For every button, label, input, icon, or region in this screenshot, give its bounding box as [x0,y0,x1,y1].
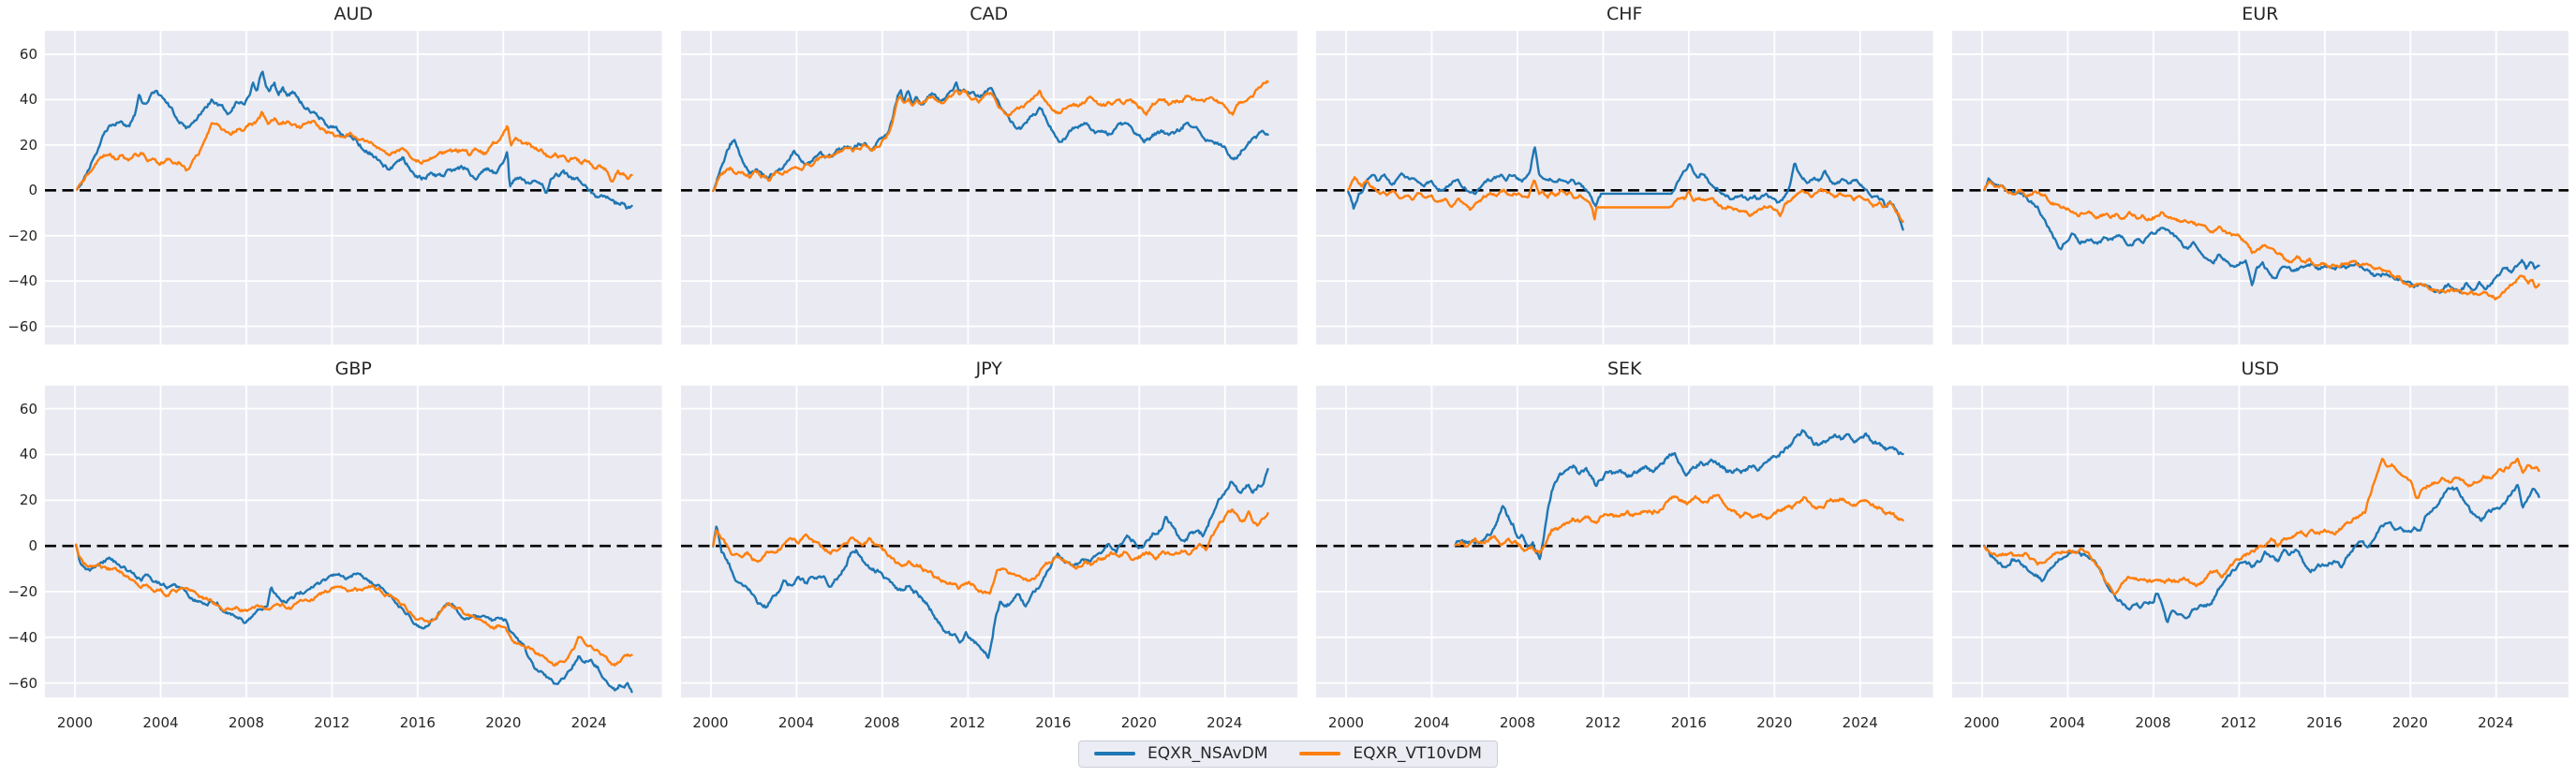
y-axis-tick-label: 60 [19,45,37,63]
legend: EQXR_NSAvDM EQXR_VT10vDM [1078,740,1498,768]
x-axis-tick-label: 2012 [314,714,350,731]
x-axis-tick-label: 2004 [777,714,815,731]
plot-background [680,31,1297,345]
x-axis-tick-label: 2020 [485,714,522,731]
x-axis-tick-label: 2024 [570,714,607,731]
legend-label: EQXR_NSAvDM [1147,744,1268,763]
x-axis-tick-label: 2020 [2391,714,2428,731]
plot-background [1951,386,2569,697]
plot-background [1316,31,1933,345]
x-axis-tick-label: 2012 [1585,714,1621,731]
chart-title-chf: CHF [1606,4,1643,24]
x-axis-tick-label: 2000 [1963,714,2000,731]
legend-label: EQXR_VT10vDM [1353,744,1482,763]
x-axis-tick-label: 2004 [2049,714,2086,731]
x-axis-tick-label: 2000 [56,714,94,731]
series-line-eqxr_vt10vdm [1454,493,1904,555]
series-line-eqxr_nsavdm [1454,429,1904,561]
y-axis-tick-label: −60 [7,674,37,692]
y-axis-tick-label: 40 [19,91,37,109]
series-line-eqxr_vt10vdm [711,80,1269,192]
x-axis-tick-label: 2024 [1207,714,1243,731]
x-axis-tick-label: 2012 [949,714,985,731]
y-axis-tick-label: −40 [7,628,37,646]
series-line-eqxr_vt10vdm [1982,457,2540,595]
plot-background [1316,386,1933,697]
y-axis-tick-label: 40 [19,446,37,463]
series-line-eqxr_vt10vdm [711,508,1269,595]
x-axis-tick-label: 2020 [1756,714,1793,731]
x-axis-tick-label: 2008 [864,714,900,731]
series-line-eqxr_nsavdm [1982,177,2540,294]
chart-title-gbp: GBP [334,359,372,379]
chart-title-jpy: JPY [975,359,1002,379]
x-axis-tick-label: 2008 [1499,714,1536,731]
y-axis-tick-label: 20 [19,136,37,154]
legend-line-swatch [1094,752,1136,755]
chart-title-eur: EUR [2242,4,2279,24]
series-line-eqxr_nsavdm [711,467,1269,659]
plot-area-usd [1951,386,2569,697]
y-axis-tick-label: 0 [28,537,37,555]
series-line-eqxr_nsavdm [75,544,633,694]
y-axis-tick-label: −20 [7,227,37,244]
y-axis-tick-label: 20 [19,491,37,509]
legend-item-eqxr_nsavdm: EQXR_NSAvDM [1094,744,1267,763]
x-axis-tick-label: 2024 [1842,714,1878,731]
series-line-eqxr_vt10vdm [75,543,633,667]
plot-background [45,31,662,345]
chart-title-aud: AUD [333,4,374,24]
x-axis-tick-label: 2016 [1670,714,1707,731]
x-axis-tick-label: 2004 [142,714,179,731]
x-axis-tick-label: 2008 [228,714,265,731]
series-line-eqxr_vt10vdm [76,110,633,191]
y-axis-tick-label: −40 [7,272,37,290]
series-line-eqxr_vt10vdm [1347,176,1904,224]
y-axis-tick-label: −20 [7,582,37,600]
plot-area-eur [1951,31,2569,345]
x-axis-tick-label: 2016 [2306,714,2343,731]
y-axis-tick-label: −60 [7,317,37,335]
legend-item-eqxr_vt10vdm: EQXR_VT10vDM [1299,744,1482,763]
legend-line-swatch [1299,752,1341,755]
plot-background [680,386,1297,697]
plot-area-cad [680,31,1297,345]
plot-area-sek [1316,386,1933,697]
x-axis-tick-label: 2000 [692,714,729,731]
x-axis-tick-label: 2024 [2478,714,2514,731]
series-line-eqxr_nsavdm [76,70,633,210]
plot-area-chf [1316,31,1933,345]
x-axis-tick-label: 2000 [1327,714,1365,731]
plot-area-jpy [680,386,1297,697]
x-axis-tick-label: 2016 [399,714,436,731]
chart-title-usd: USD [2241,359,2280,379]
y-axis-tick-label: 0 [28,182,37,199]
x-axis-tick-label: 2016 [1035,714,1072,731]
x-axis-tick-label: 2008 [2135,714,2171,731]
x-axis-tick-label: 2020 [1120,714,1157,731]
plot-area-aud [45,31,662,345]
series-line-eqxr_vt10vdm [1982,180,2540,301]
chart-title-cad: CAD [970,4,1009,24]
y-axis-tick-label: 60 [19,400,37,418]
x-axis-tick-label: 2012 [2220,714,2257,731]
chart-title-sek: SEK [1606,359,1642,379]
x-axis-tick-label: 2004 [1414,714,1450,731]
series-line-eqxr_nsavdm [1347,146,1904,231]
plot-area-gbp [45,386,662,697]
plot-background [45,386,662,697]
plot-background [1951,31,2569,345]
